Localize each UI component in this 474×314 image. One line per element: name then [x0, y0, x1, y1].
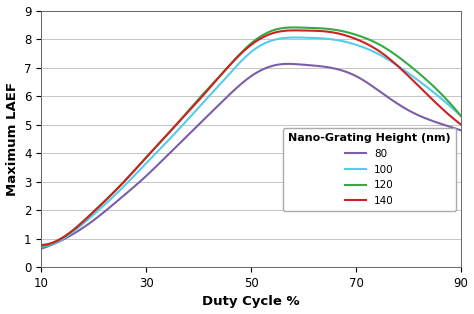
- 120: [291, 25, 297, 29]
- 140: [458, 123, 464, 127]
- 80: [285, 62, 291, 66]
- Y-axis label: Maximum LAEF: Maximum LAEF: [6, 82, 18, 196]
- 140: [297, 29, 302, 32]
- 80: [297, 62, 302, 66]
- 80: [458, 128, 464, 132]
- 120: [38, 244, 44, 248]
- 140: [291, 29, 297, 32]
- 100: [393, 63, 399, 67]
- 100: [38, 245, 44, 248]
- 80: [290, 62, 295, 66]
- 80: [393, 101, 399, 105]
- 140: [288, 29, 294, 32]
- 100: [40, 245, 46, 248]
- 140: [38, 243, 44, 247]
- 80: [38, 247, 44, 251]
- 140: [393, 63, 399, 67]
- 140: [420, 89, 426, 92]
- 100: [287, 36, 292, 40]
- X-axis label: Duty Cycle %: Duty Cycle %: [202, 295, 300, 308]
- 100: [288, 36, 294, 40]
- 120: [420, 75, 426, 79]
- 120: [40, 244, 46, 247]
- 100: [292, 35, 298, 39]
- Legend: 80, 100, 120, 140: 80, 100, 120, 140: [283, 128, 456, 211]
- Line: 100: 100: [41, 37, 461, 246]
- 120: [288, 25, 294, 29]
- Line: 80: 80: [41, 64, 461, 249]
- 80: [288, 62, 294, 66]
- Line: 120: 120: [41, 27, 461, 246]
- 140: [40, 243, 46, 247]
- 80: [420, 116, 426, 119]
- 120: [458, 114, 464, 118]
- 140: [287, 29, 292, 32]
- 100: [458, 114, 464, 118]
- Line: 140: 140: [41, 30, 461, 245]
- 120: [297, 26, 302, 30]
- 120: [287, 26, 292, 30]
- 120: [393, 54, 399, 57]
- 80: [40, 246, 46, 250]
- 100: [420, 82, 426, 86]
- 100: [297, 36, 302, 40]
